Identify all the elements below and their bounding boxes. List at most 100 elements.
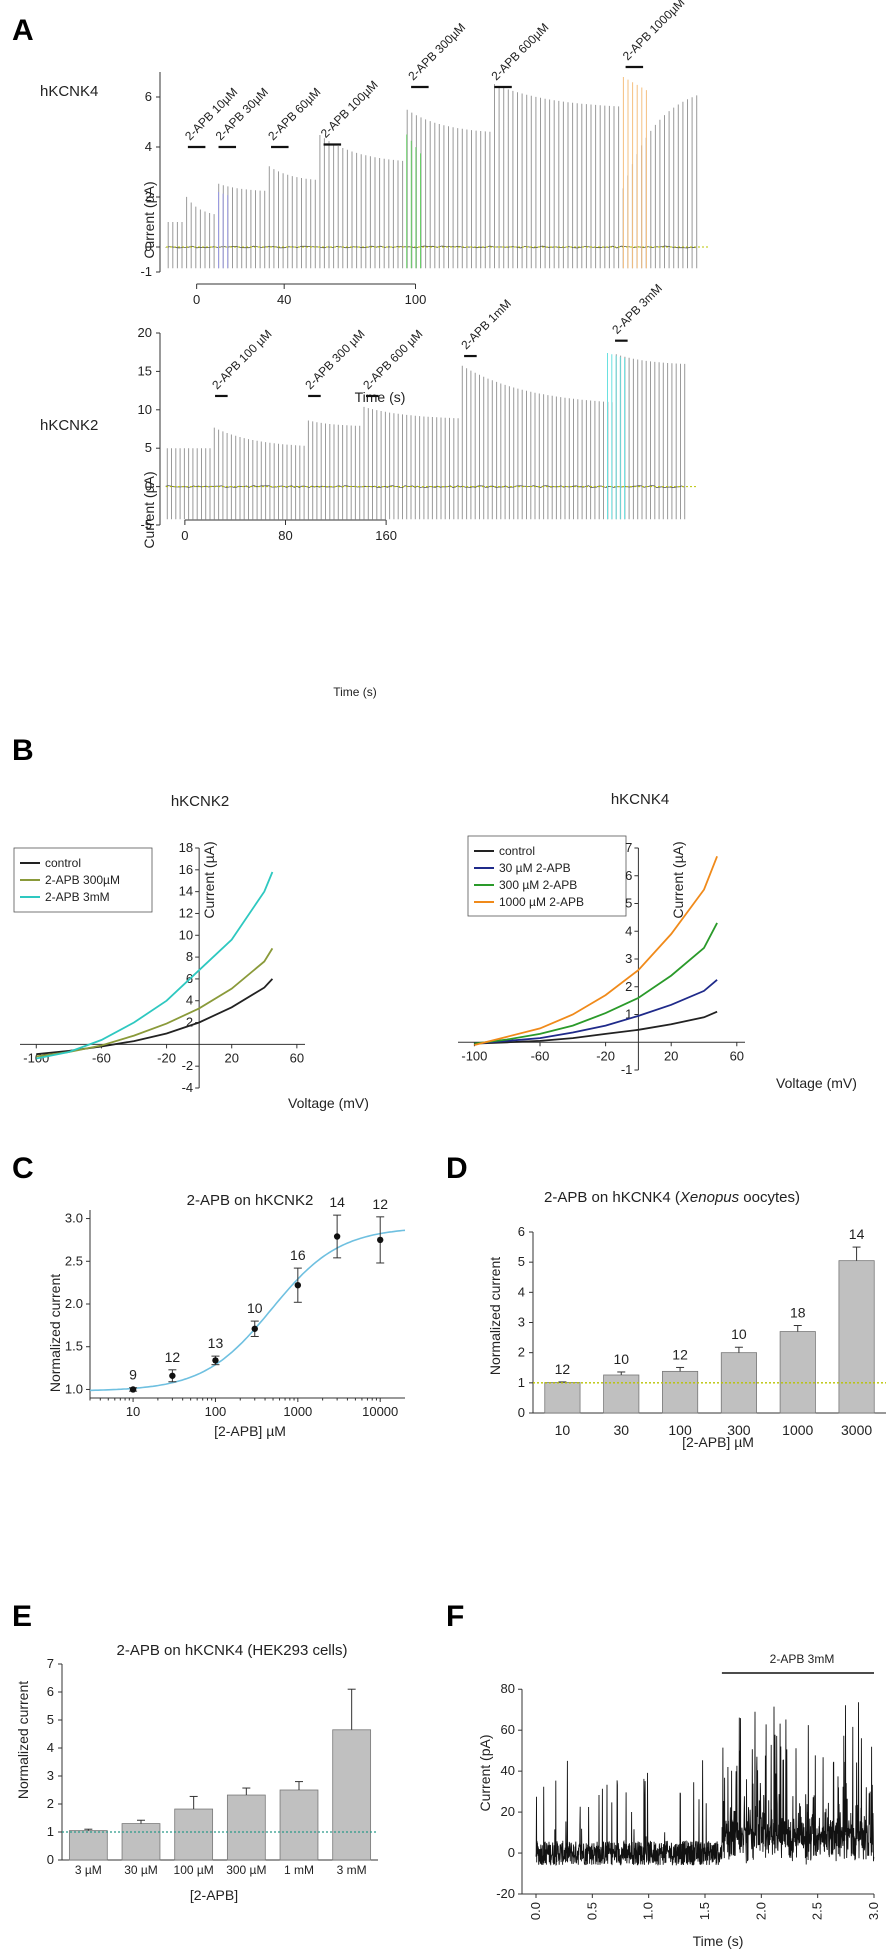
A1-ytick-label: 6 [145,89,152,104]
D-bar [838,1260,875,1414]
panel-c-n-label: 13 [208,1335,224,1351]
panel-a2-ylabel: Current (µA) [141,471,157,548]
E-ytick-label: 6 [47,1684,54,1699]
D-n-label: 18 [790,1305,806,1321]
panel-c-data-point [212,1357,219,1364]
A1-ytick-label: -1 [140,264,152,279]
panel-b2-xlabel: Voltage (mV) [776,1075,857,1091]
B2-xtick-label: -100 [461,1048,487,1063]
panel-c-xtick-label: 100 [205,1404,227,1419]
panel-f-xtick-label: 3.0 [866,1902,881,1920]
panel-f-ylabel: Current (pA) [477,1734,493,1811]
B1-series-0 [36,978,274,1056]
E-category-label: 300 µM [226,1863,266,1877]
B1-xtick-label: -20 [157,1050,176,1065]
panel-label-f: F [446,1600,464,1633]
B2-legend-label: control [499,844,535,858]
A1-application-label: 2-APB 60µM [265,85,323,143]
B2-legend-label: 300 µM 2-APB [499,878,577,892]
panel-c-xtick-label: 10000 [362,1404,398,1419]
D-n-label: 12 [555,1361,571,1377]
A2-application-label: 2-APB 100 µM [209,327,274,392]
E-bar [68,1830,108,1861]
A2-ytick-label: 0 [145,479,152,494]
D-ytick-label: 5 [518,1254,525,1269]
panel-label-e: E [12,1600,32,1633]
E-bar [121,1823,161,1861]
panel-c-data-point [294,1282,302,1289]
B2-xtick-label: 60 [730,1048,744,1063]
B1-ytick-label: 12 [179,905,193,920]
D-category-label: 30 [613,1422,629,1438]
panel-c-n-label: 10 [247,1300,263,1316]
panel-f-bar-label: 2-APB 3mM [770,1652,835,1666]
D-bar [779,1331,816,1414]
panel-d-title-italic: Xenopus [679,1189,740,1206]
B1-ytick-label: 2 [186,1015,193,1030]
E-category-label: 1 mM [284,1863,314,1877]
E-ytick-label: 7 [47,1656,54,1671]
panel-b-hkcnk2: hKCNK2 Voltage (mV) Current (µA) -100 -60… [13,793,369,1111]
panel-f-ytick-label: 0 [508,1845,515,1860]
A2-application-label: 2-APB 300 µM [302,327,367,392]
B2-legend-label: 30 µM 2-APB [499,861,571,875]
panel-c-n-label: 12 [165,1349,181,1365]
B2-series-0 [474,1010,718,1045]
B1-ytick-label: 4 [186,993,193,1008]
A2-ytick-label: 20 [138,325,152,340]
panel-f-ytick-label: 60 [501,1722,515,1737]
B1-legend-label: control [45,856,81,870]
D-ytick-label: 2 [518,1345,525,1360]
panel-c-n-label: 12 [372,1196,388,1212]
A1-xtick-label: 40 [277,292,291,307]
panel-f-xtick-label: 0.5 [584,1902,599,1920]
E-ytick-label: 1 [47,1824,54,1839]
D-category-label: 10 [555,1422,571,1438]
D-ytick-label: 0 [518,1405,525,1420]
panel-f-ytick-label: 40 [501,1763,515,1778]
A2-application-label: 2-APB 600 µM [360,327,425,392]
E-bar [174,1808,214,1861]
B2-ytick-label: -1 [621,1062,633,1077]
panel-label-d: D [446,1152,468,1185]
B1-xtick-label: 60 [290,1050,304,1065]
A2-ytick-label: 15 [138,363,152,378]
A2-xtick-label: 160 [375,528,397,543]
B1-ytick-label: -4 [182,1080,194,1095]
panel-c-dose-response: 2-APB on hKCNK2 [2-APB] µM Normalized cu… [47,1192,406,1439]
B1-ytick-label: 18 [179,840,193,855]
B2-xtick-label: -60 [531,1048,550,1063]
D-category-label: 300 [727,1422,751,1438]
panel-d-xlabel: [2-APB] µM [682,1434,754,1450]
panel-e-xlabel: [2-APB] [190,1887,238,1903]
B1-legend-label: 2-APB 3mM [45,890,110,904]
D-ytick-label: 1 [518,1375,525,1390]
panel-f-xtick-label: 2.0 [753,1902,768,1920]
B2-ytick-label: 2 [625,979,632,994]
B1-ytick-label: 14 [179,884,193,899]
D-n-label: 10 [731,1326,747,1342]
A1-highlight-sweeps [622,77,647,269]
panel-e-title: 2-APB on hKCNK4 (HEK293 cells) [117,1642,348,1659]
E-ytick-label: 0 [47,1852,54,1867]
B1-ytick-label: -2 [182,1058,194,1073]
A2-sweep-trace [166,354,686,520]
panel-c-n-label: 14 [329,1194,345,1210]
A2-application-label: 2-APB 1mM [458,297,514,353]
A1-ytick-label: 4 [145,139,152,154]
panel-a1-title: hKCNK4 [40,83,98,100]
B2-ytick-label: 4 [625,923,632,938]
panel-f-current-trace [535,1702,875,1866]
panel-f-trace: Time (s) Current (pA) 2-APB 3mM -20 0 20 40… [477,1652,881,1949]
E-ytick-label: 4 [47,1740,54,1755]
B2-ytick-label: 6 [625,868,632,883]
B1-series-2 [36,871,274,1060]
panel-c-n-label: 9 [129,1367,137,1383]
panel-d-title-prefix: 2-APB on hKCNK4 ( [544,1189,680,1206]
A2-highlight-sweeps [607,353,626,520]
panel-a-hkcnk2: hKCNK2 Current (µA) Time (s) -5 0 5 10 15 20 0… [40,281,696,699]
B2-series-3 [474,855,718,1046]
panel-d-bar: 2-APB on hKCNK4 (Xenopus oocytes) [2-APB… [487,1189,886,1450]
A2-xtick-label: 0 [181,528,188,543]
